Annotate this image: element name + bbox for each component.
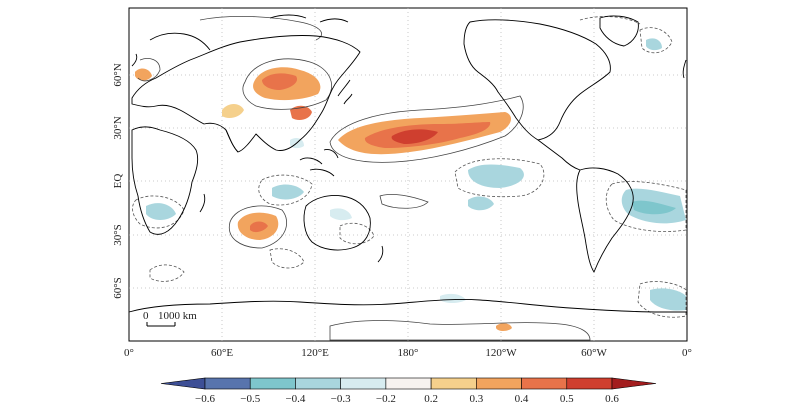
negative-anomaly-antarctic [440, 293, 466, 303]
coastline-arctic-islands [269, 14, 349, 23]
colorbar-tick-label: 0.2 [424, 393, 438, 405]
colorbar-segment [249, 377, 296, 390]
colorbar-segment [521, 377, 568, 390]
contour-north-pacific-outer [329, 95, 524, 163]
coastline-australia [303, 195, 371, 251]
dashed-contour-south-atlantic [605, 181, 687, 232]
coastline-madagascar [199, 193, 206, 213]
positive-anomaly-southern-ocean [496, 323, 512, 331]
colorbar-tick-label: 0.4 [515, 393, 529, 405]
colorbar: −0.6 −0.5 −0.4 −0.3 −0.2 0.2 0.3 0.4 0.5 0.6 [160, 377, 657, 405]
coastline-japan [337, 79, 353, 105]
y-tick-label: 60°S [112, 277, 124, 299]
contour-central-asia-outer [242, 58, 332, 110]
x-tick-label: 0° [124, 347, 134, 359]
y-tick-label: 60°N [112, 63, 124, 86]
positive-anomaly-east-asia [290, 105, 312, 120]
colorbar-segment [385, 377, 432, 390]
x-tick-label: 120°E [301, 347, 329, 359]
colorbar-segment [430, 377, 477, 390]
positive-anomaly-south-indian-ocean-core [250, 221, 268, 233]
x-tick-label: 0° [682, 347, 692, 359]
colorbar-extend-high [611, 377, 657, 390]
coastline-scandinavia [149, 32, 211, 51]
y-tick-label: 30°N [112, 116, 124, 139]
negative-anomaly-north-atlantic [646, 38, 662, 51]
dashed-contour-north-atlantic [639, 27, 673, 54]
colorbar-tick-label: 0.5 [560, 393, 574, 405]
dashed-contour-south-africa [132, 195, 185, 229]
coastline-maritime-continent [299, 149, 339, 177]
colorbar-tick-label: −0.2 [376, 393, 396, 405]
contour-layer [137, 16, 591, 341]
coastline-new-zealand [377, 245, 384, 263]
colorbar-tick-label: −0.4 [285, 393, 305, 405]
scale-bar-zero-label: 0 [143, 310, 149, 322]
coastline-greenland [599, 15, 639, 47]
dashed-contour-east-pacific [454, 158, 545, 198]
colorbar-extend-low [160, 377, 206, 390]
scale-bar: 0 1000 km [143, 310, 197, 327]
colorbar-segment [340, 377, 387, 390]
negative-anomaly-south-africa [146, 203, 176, 220]
coastline-uk-left [131, 53, 138, 67]
colorbar-segment [566, 377, 613, 390]
x-tick-label: 60°W [581, 347, 607, 359]
colorbar-segment [204, 377, 251, 390]
colorbar-tick-label: 0.6 [605, 393, 619, 405]
contour-arctic-asia [199, 16, 322, 41]
colorbar-tick-label: 0.3 [469, 393, 483, 405]
x-tick-label: 180° [398, 347, 419, 359]
y-tick-label: EQ [112, 174, 124, 189]
contour-europe [137, 58, 161, 82]
dashed-contour-layer [132, 16, 687, 318]
dashed-contour-tasman [339, 222, 375, 245]
coastline-central-america [537, 139, 581, 171]
dashed-contour-southern-indian [149, 264, 185, 282]
gridlines [129, 8, 687, 341]
colorbar-tick-label: −0.5 [240, 393, 260, 405]
coastline-south-america [576, 167, 634, 273]
dashed-contour-south-indian-2 [269, 248, 305, 269]
positive-anomaly-india-north [222, 104, 244, 118]
dashed-contour-south-atlantic-high [637, 281, 687, 318]
map-frame [128, 7, 688, 342]
scale-bar-distance-label: 1000 km [158, 310, 197, 322]
colorbar-segment [295, 377, 341, 390]
contour-south-pacific [379, 194, 429, 209]
x-tick-label: 120°W [485, 347, 517, 359]
dashed-contour-indian-ocean [258, 174, 313, 206]
coastline-africa [131, 126, 199, 235]
negative-anomaly-southeast-pacific [468, 196, 494, 211]
coastline-india [225, 129, 239, 153]
shading-layer [135, 38, 686, 331]
colorbar-tick-label: −0.3 [331, 393, 351, 405]
contour-antarctic [329, 320, 591, 341]
x-axis-ticks: 0° 60°E 120°E 180° 120°W 60°W 0° [124, 347, 692, 359]
positive-anomaly-central-asia-core [262, 73, 298, 90]
coastline-layer [128, 14, 687, 313]
colorbar-segment [476, 377, 522, 390]
positive-anomaly-europe [135, 68, 152, 81]
map-panel: 0 1000 km [128, 7, 688, 342]
coastline-antarctica [128, 299, 687, 313]
coastline-eurasia [131, 35, 361, 153]
positive-anomaly-north-pacific-max [391, 129, 438, 144]
negative-anomaly-east-pacific [468, 164, 524, 188]
negative-anomaly-indian-ocean [272, 184, 304, 200]
y-tick-label: 30°S [112, 224, 124, 246]
negative-anomaly-south-atlantic-high-lat [650, 288, 686, 311]
negative-anomaly-tasman [330, 208, 352, 221]
dashed-contour-greenland [579, 16, 641, 25]
contour-south-indian-outer [228, 205, 287, 249]
coastline-north-america [463, 19, 611, 141]
y-axis-ticks: 60°N 30°N EQ 30°S 60°S [112, 63, 124, 298]
colorbar-tick-label: −0.6 [195, 393, 215, 405]
coastline-uk-right [682, 59, 687, 79]
x-tick-label: 60°E [211, 347, 233, 359]
negative-anomaly-south-atlantic-core [632, 200, 676, 215]
